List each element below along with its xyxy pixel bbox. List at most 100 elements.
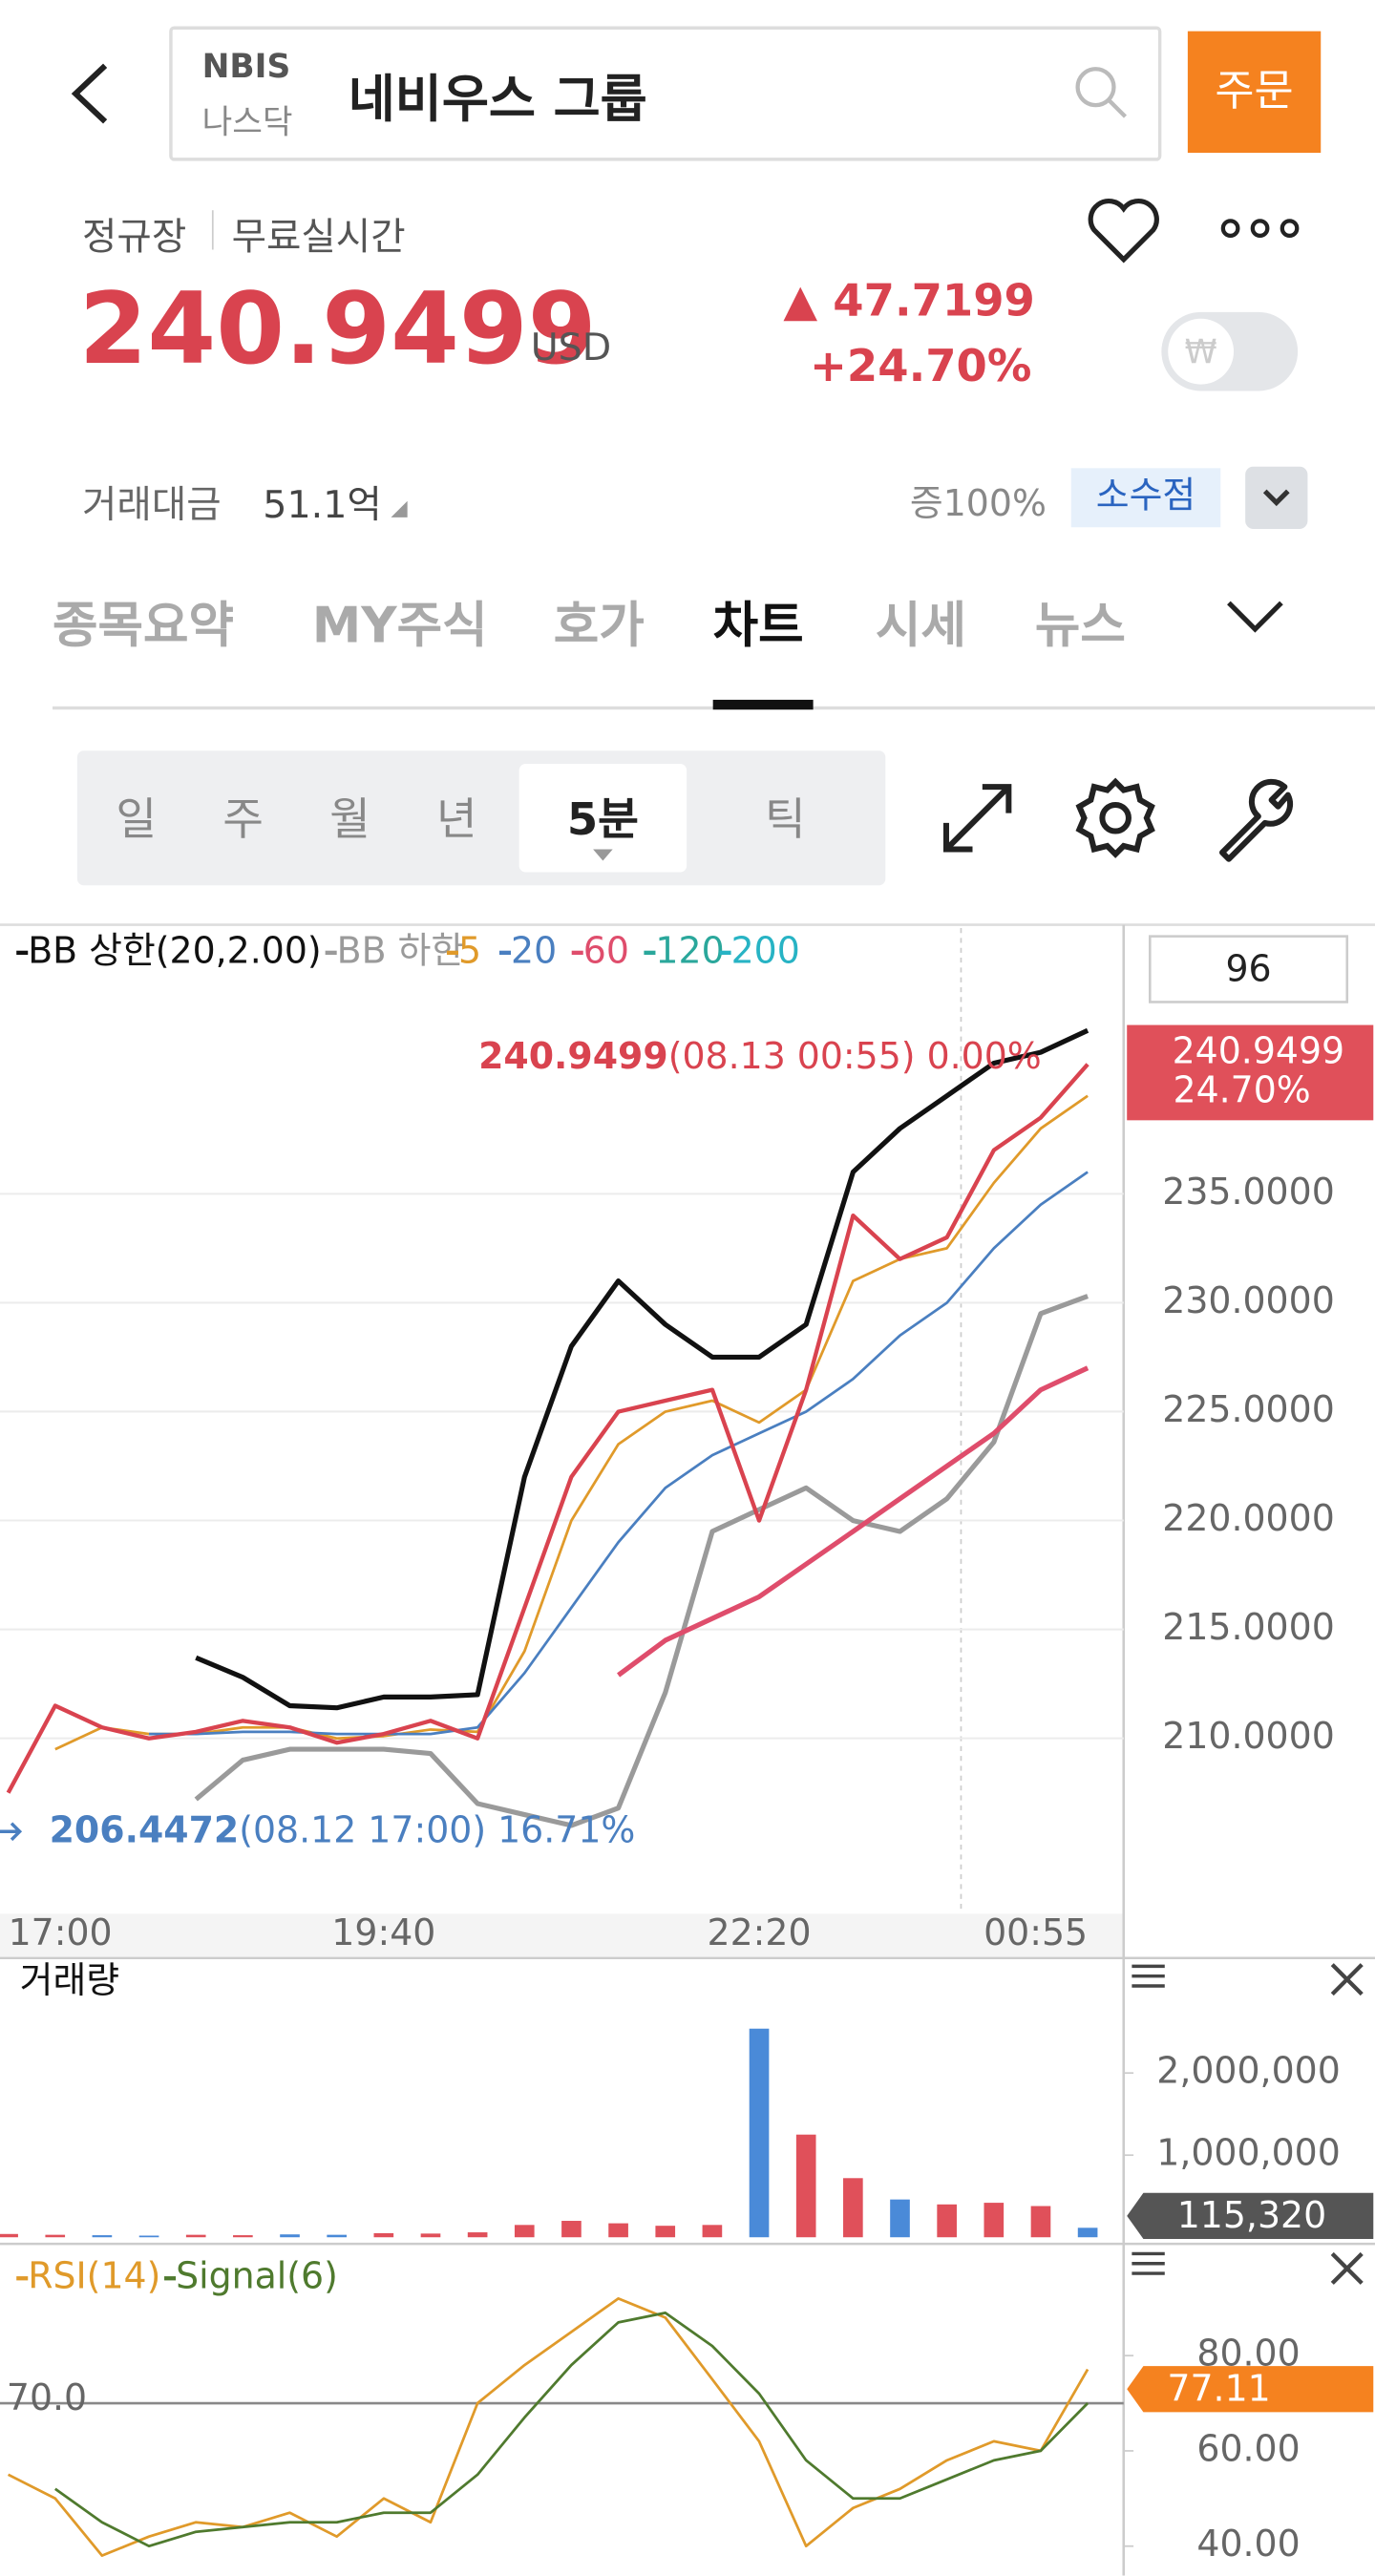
price-tag (1127, 1024, 1374, 1121)
legend-label: RSI(14) (28, 2255, 160, 2297)
y-tick-label: 225.0000 (1162, 1388, 1335, 1430)
period[interactable]: 월 (329, 794, 370, 847)
order-button[interactable]: 주문 (1187, 31, 1322, 153)
price-tag-label: 240.9499 (1173, 1029, 1345, 1071)
current-tag-label: 77.11 (1167, 2367, 1270, 2409)
turnover-label: 거래대금 (82, 484, 222, 528)
search-box[interactable] (169, 26, 1162, 161)
volume-bar (327, 2234, 347, 2238)
volume-bar (608, 2223, 628, 2238)
volume-bar (843, 2178, 863, 2238)
back-button[interactable] (62, 59, 117, 128)
price-change-pct: +24.70% (810, 341, 1032, 393)
tab[interactable]: 시세 (875, 598, 966, 656)
series-line (149, 1171, 1089, 1736)
volume-bar (561, 2221, 582, 2238)
legend-label: BB 하한 (337, 929, 465, 971)
max-annotation-price: 240.9499 (478, 1034, 668, 1076)
period-marker (593, 849, 613, 861)
current-tag (1127, 2366, 1374, 2413)
legend-label: 200 (731, 929, 800, 971)
min-annotation: 206.4472(08.12 17:00) 16.71% (50, 1808, 636, 1850)
margin: 증100% (909, 484, 1047, 526)
fullscreen-button[interactable] (937, 777, 1019, 859)
tab[interactable]: 종목요약 (53, 598, 234, 656)
volume-bar (0, 2233, 18, 2238)
series-line (617, 1365, 1089, 1678)
legend-label: 120 (655, 929, 724, 971)
ticker: NBIS (201, 46, 291, 86)
y-tick-label: 40.00 (1196, 2523, 1300, 2565)
period-bar (76, 750, 886, 886)
expand-quote-button[interactable] (1245, 466, 1308, 529)
legend-label: Signal(6) (176, 2255, 338, 2297)
panel-close[interactable] (1330, 2251, 1364, 2285)
volume-bar (92, 2235, 113, 2238)
tab-active[interactable]: 차트 (712, 598, 804, 656)
y-tick-label: 210.0000 (1162, 1715, 1335, 1757)
series-line (54, 2311, 1089, 2548)
volume-bar (1077, 2228, 1098, 2238)
volume-bar (937, 2204, 957, 2238)
favorite-button[interactable] (1084, 194, 1163, 266)
tab[interactable]: 뉴스 (1034, 598, 1126, 656)
reference-label: 70.0 (7, 2376, 87, 2418)
y-tick-label: 230.0000 (1162, 1279, 1335, 1321)
tab[interactable]: MY주식 (311, 598, 488, 656)
period-active[interactable]: 5분 (566, 794, 639, 847)
volume-bar (514, 2225, 535, 2238)
min-arrow (0, 1822, 23, 1842)
period[interactable]: 일 (116, 794, 158, 847)
toggle-knob: ₩ (1168, 318, 1235, 385)
search-icon[interactable] (1071, 62, 1131, 121)
y-tick-label: 60.00 (1196, 2427, 1300, 2469)
more-button[interactable] (1219, 214, 1301, 243)
volume-bar (373, 2232, 394, 2238)
turnover: 51.1억 (263, 484, 382, 528)
volume-bar (1030, 2206, 1051, 2238)
y-tick-label: 1,000,000 (1156, 2132, 1341, 2174)
series-line (194, 1294, 1089, 1828)
series-line (6, 1063, 1089, 1794)
period[interactable]: 년 (435, 794, 477, 847)
x-tick-label: 17:00 (9, 1911, 113, 1953)
tools-button[interactable] (1209, 773, 1298, 862)
volume-bar (185, 2234, 206, 2238)
volume-bar (890, 2199, 910, 2238)
tab[interactable]: 호가 (553, 598, 645, 656)
max-annotation-detail: (08.13 00:55) 0.00% (668, 1034, 1042, 1076)
panel-menu[interactable] (1132, 1964, 1165, 1988)
volume-bar (655, 2226, 676, 2238)
volume-bar (138, 2235, 159, 2238)
volume-bar (702, 2225, 723, 2238)
x-tick-label: 22:20 (708, 1911, 812, 1953)
tab-more-button[interactable] (1224, 595, 1286, 638)
series-line (7, 2297, 1089, 2558)
x-tick-label: 19:40 (331, 1911, 435, 1953)
y-tick-label: 220.0000 (1162, 1497, 1335, 1539)
session: 정규장 (82, 217, 187, 260)
current-tag (1127, 2192, 1374, 2239)
decimal-button[interactable]: 소수점 (1070, 468, 1221, 528)
settings-button[interactable] (1071, 773, 1160, 862)
series-line (54, 1094, 1089, 1751)
period[interactable]: 틱 (764, 794, 806, 847)
volume-bar (749, 2028, 770, 2238)
max-annotation: 240.9499(08.13 00:55) 0.00% (478, 1034, 1042, 1076)
stock-name: 네비우스 그룹 (348, 70, 647, 130)
volume-bar (280, 2234, 300, 2238)
volume-bar (795, 2134, 816, 2238)
visible-bars: 96 (1225, 947, 1271, 989)
legend-label: BB 상한(20,2.00) (28, 929, 321, 971)
panel-close[interactable] (1330, 1963, 1364, 1996)
min-annotation-price: 206.4472 (50, 1808, 240, 1850)
volume-bar (420, 2233, 441, 2238)
panel-menu[interactable] (1132, 2251, 1165, 2275)
period[interactable]: 주 (222, 794, 264, 847)
price-change: ▲ 47.7199 (783, 276, 1035, 327)
x-tick-label: 00:55 (984, 1911, 1088, 1953)
current-tag-label: 115,320 (1177, 2194, 1326, 2236)
turnover-marker (391, 500, 408, 517)
volume-bar (467, 2232, 488, 2238)
